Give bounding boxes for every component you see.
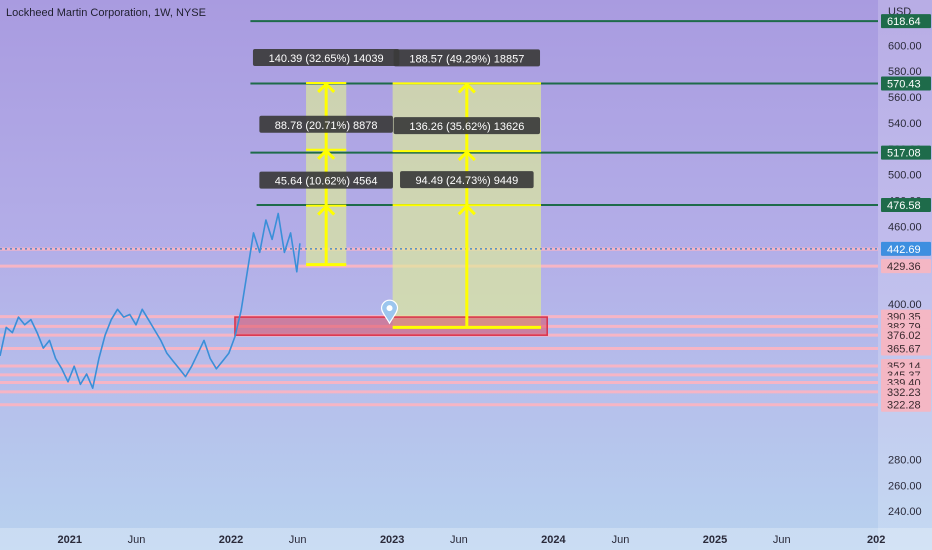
projection-label: 136.26 (35.62%) 13626 xyxy=(393,117,541,135)
support-price-tag-text: 365.67 xyxy=(887,344,921,356)
chart-title: Lockheed Martin Corporation, 1W, NYSE xyxy=(6,7,206,19)
y-tick-label: 580.00 xyxy=(888,66,922,78)
projection-label-bg xyxy=(252,48,400,66)
y-tick-label: 560.00 xyxy=(888,92,922,104)
x-tick-label: 2021 xyxy=(58,534,82,546)
projection-label: 140.39 (32.65%) 14039 xyxy=(252,48,400,66)
projection-label-text: 136.26 (35.62%) 13626 xyxy=(409,121,524,133)
support-price-tag-text: 376.02 xyxy=(887,330,921,342)
resistance-price-tag-text: 476.58 xyxy=(887,200,921,212)
x-tick-label: Jun xyxy=(773,534,791,546)
support-price-tag: 322.28 xyxy=(881,397,931,412)
resistance-price-tag-text: 570.43 xyxy=(887,79,921,91)
y-tick-label: 460.00 xyxy=(888,221,922,233)
projection-label: 188.57 (49.29%) 18857 xyxy=(393,49,541,67)
projection-label-text: 88.78 (20.71%) 8878 xyxy=(275,120,378,132)
projection-label-text: 140.39 (32.65%) 14039 xyxy=(269,53,384,65)
resistance-price-tag-bg xyxy=(881,145,931,160)
projection-label: 88.78 (20.71%) 8878 xyxy=(259,115,393,133)
location-pin-dot xyxy=(386,305,393,312)
support-price-tag-bg xyxy=(881,397,931,412)
price-axis-panel xyxy=(878,0,932,550)
support-price-tag-text: 322.28 xyxy=(887,400,921,412)
projection-label-text: 94.49 (24.73%) 9449 xyxy=(415,175,518,187)
current-price-tag-text: 442.69 xyxy=(887,244,921,256)
time-axis-panel xyxy=(0,528,932,550)
y-tick-label: 240.00 xyxy=(888,506,922,518)
x-tick-label: 2023 xyxy=(380,534,404,546)
projection-label-bg xyxy=(400,171,534,189)
projection-arrow-head xyxy=(457,204,476,216)
y-tick-label: 540.00 xyxy=(888,118,922,130)
projection-label-text: 188.57 (49.29%) 18857 xyxy=(409,53,524,65)
x-tick-label: Jun xyxy=(612,534,630,546)
support-price-tag-bg xyxy=(881,259,931,274)
y-tick-label: 500.00 xyxy=(888,170,922,182)
resistance-price-tag: 517.08 xyxy=(881,145,931,160)
resistance-price-tag-bg xyxy=(881,198,931,213)
location-pin-icon xyxy=(380,299,399,325)
support-price-tag-bg xyxy=(881,384,931,399)
support-price-tag-text: 332.23 xyxy=(887,387,921,399)
support-price-tag: 429.36 xyxy=(881,259,931,274)
support-price-tag: 376.02 xyxy=(881,328,931,343)
projection-label: 94.49 (24.73%) 9449 xyxy=(400,171,534,189)
projection-label: 45.64 (10.62%) 4564 xyxy=(259,171,393,189)
resistance-price-tag: 570.43 xyxy=(881,76,931,91)
support-price-tag-bg xyxy=(881,328,931,343)
resistance-price-tag-text: 618.64 xyxy=(887,16,921,28)
y-tick-label: 280.00 xyxy=(888,454,922,466)
projection-label-bg xyxy=(393,49,541,67)
resistance-price-tag: 618.64 xyxy=(881,14,931,29)
projection-arrow-head xyxy=(457,82,476,94)
projection-arrow-head xyxy=(317,81,336,94)
y-tick-label: 260.00 xyxy=(888,480,922,492)
support-price-tag: 332.23 xyxy=(881,384,931,399)
projection-label-text: 45.64 (10.62%) 4564 xyxy=(275,176,378,188)
support-price-tag-text: 429.36 xyxy=(887,261,921,273)
x-tick-label: 2024 xyxy=(541,534,566,546)
resistance-price-tag-bg xyxy=(881,76,931,91)
support-price-tag-bg xyxy=(881,341,931,356)
price-series-line xyxy=(0,212,301,390)
projection-label-bg xyxy=(393,117,541,135)
x-tick-label: 2025 xyxy=(703,534,727,546)
resistance-price-tag-text: 517.08 xyxy=(887,148,921,160)
resistance-price-tag-bg xyxy=(881,14,931,29)
x-tick-label: Jun xyxy=(289,534,307,546)
projection-label-bg xyxy=(259,171,393,189)
x-tick-label: Jun xyxy=(128,534,146,546)
resistance-price-tag: 476.58 xyxy=(881,198,931,213)
y-tick-label: 600.00 xyxy=(888,40,922,52)
y-tick-label: 400.00 xyxy=(888,299,922,311)
current-price-tag: 442.69 xyxy=(881,241,931,256)
x-tick-label: 2022 xyxy=(219,534,243,546)
projection-arrow-head xyxy=(457,149,476,162)
projection-arrow-head xyxy=(317,204,336,216)
support-price-tag: 365.67 xyxy=(881,341,931,356)
x-tick-label: 202 xyxy=(867,534,885,546)
current-price-tag-bg xyxy=(881,241,931,256)
x-tick-label: Jun xyxy=(450,534,468,546)
projection-label-bg xyxy=(259,115,393,133)
projection-arrow-head xyxy=(317,148,336,160)
